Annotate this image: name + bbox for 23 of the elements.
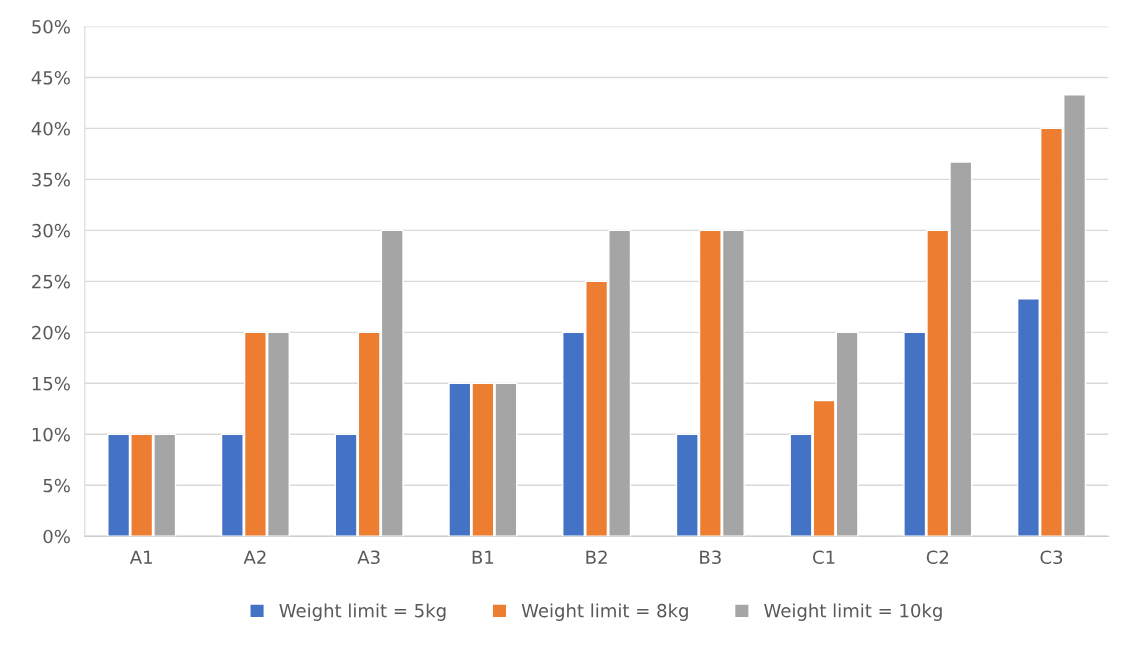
y-tick-label: 20%: [32, 325, 70, 340]
y-tick-label: 25%: [32, 274, 70, 289]
x-tick-label: B2: [586, 550, 607, 564]
y-tick-label: 45%: [31, 70, 70, 85]
legend-label: Weight limit = 8kg: [521, 603, 688, 621]
x-tick-label: A1: [129, 550, 152, 564]
y-tick-label: 15%: [32, 376, 70, 391]
x-tick-label: C3: [1040, 550, 1063, 565]
y-tick-label: 0%: [43, 529, 70, 544]
y-tick-label: 10%: [32, 427, 70, 442]
y-tick-label: 35%: [32, 172, 70, 187]
legend-label: Weight limit = 5kg: [279, 603, 446, 621]
x-tick-label: C1: [813, 550, 835, 565]
y-tick-label: 30%: [32, 223, 70, 238]
x-tick-label: C2: [926, 550, 949, 565]
x-tick-label: A2: [243, 550, 266, 564]
y-tick-label: 50%: [32, 19, 70, 34]
y-tick-label: 5%: [43, 478, 70, 493]
x-tick-label: A3: [357, 550, 380, 565]
legend-label: Weight limit = 10kg: [764, 603, 942, 621]
x-tick-label: B1: [472, 550, 494, 564]
y-tick-label: 40%: [31, 121, 70, 136]
x-tick-label: B3: [700, 550, 721, 565]
